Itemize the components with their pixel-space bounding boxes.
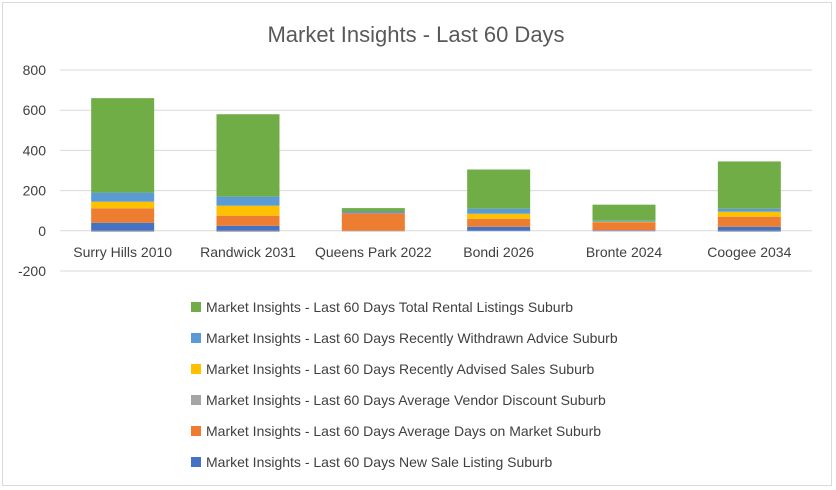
gridlines: [60, 69, 812, 272]
bar-segment: [341, 213, 405, 231]
bar-segment: [467, 226, 531, 231]
x-category-label: Bronte 2024: [586, 244, 662, 260]
bar-segment: [341, 208, 405, 212]
legend-swatch: [191, 426, 201, 436]
y-tick-label: 200: [23, 183, 47, 199]
x-category-label: Randwick 2031: [200, 244, 296, 260]
bar-segment: [341, 211, 405, 214]
legend: Market Insights - Last 60 Days Total Ren…: [191, 299, 618, 470]
bar-segment: [91, 98, 155, 193]
bar-segment: [216, 114, 280, 197]
bar-segment: [592, 230, 656, 231]
legend-label: Market Insights - Last 60 Days Average D…: [206, 423, 601, 439]
bar-segment: [216, 205, 280, 216]
bar-segment: [592, 230, 656, 232]
y-tick-label: 600: [23, 102, 47, 118]
bar-segment: [216, 215, 280, 226]
x-category-label: Queens Park 2022: [315, 244, 432, 260]
y-tick-label: 800: [23, 62, 47, 78]
legend-swatch: [191, 302, 201, 312]
bar-segment: [341, 230, 405, 232]
bar-segment: [717, 208, 781, 212]
bars: [91, 98, 781, 232]
bar-segment: [717, 216, 781, 227]
bar-segment: [717, 211, 781, 217]
legend-label: Market Insights - Last 60 Days New Sale …: [206, 454, 552, 470]
legend-swatch: [191, 395, 201, 405]
legend-label: Market Insights - Last 60 Days Recently …: [206, 361, 595, 377]
legend-swatch: [191, 364, 201, 374]
bar-segment: [216, 196, 280, 206]
bar-segment: [91, 208, 155, 223]
legend-swatch: [191, 457, 201, 467]
bar-segment: [592, 220, 656, 222]
y-tick-label: 400: [23, 142, 47, 158]
bar-segment: [91, 201, 155, 209]
legend-label: Market Insights - Last 60 Days Recently …: [206, 330, 618, 346]
x-axis-labels: Surry Hills 2010 Randwick 2031 Queens Park…: [73, 244, 791, 260]
bar-segment: [91, 230, 155, 232]
x-category-label: Coogee 2034: [707, 244, 791, 260]
x-category-label: Surry Hills 2010: [73, 244, 172, 260]
bar-segment: [91, 222, 155, 231]
bar-segment: [592, 222, 656, 231]
bar-segment: [216, 230, 280, 232]
x-category-label: Bondi 2026: [463, 244, 534, 260]
bar-segment: [216, 225, 280, 231]
chart-title: Market Insights - Last 60 Days: [267, 22, 564, 47]
y-tick-label: -200: [18, 263, 46, 279]
legend-label: Market Insights - Last 60 Days Total Ren…: [206, 299, 573, 315]
bar-segment: [467, 230, 531, 232]
y-axis-ticks: -200 0 200 400 600 800: [18, 62, 46, 279]
bar-segment: [467, 213, 531, 219]
bar-segment: [592, 221, 656, 223]
legend-swatch: [191, 333, 201, 343]
bar-segment: [592, 204, 656, 221]
bar-segment: [467, 169, 531, 209]
bar-segment: [717, 161, 781, 209]
legend-label: Market Insights - Last 60 Days Average V…: [206, 392, 606, 408]
bar-segment: [91, 192, 155, 202]
y-tick-label: 0: [38, 223, 46, 239]
bar-segment: [467, 208, 531, 214]
bar-segment: [717, 230, 781, 232]
bar-segment: [467, 218, 531, 227]
bar-segment: [717, 226, 781, 231]
